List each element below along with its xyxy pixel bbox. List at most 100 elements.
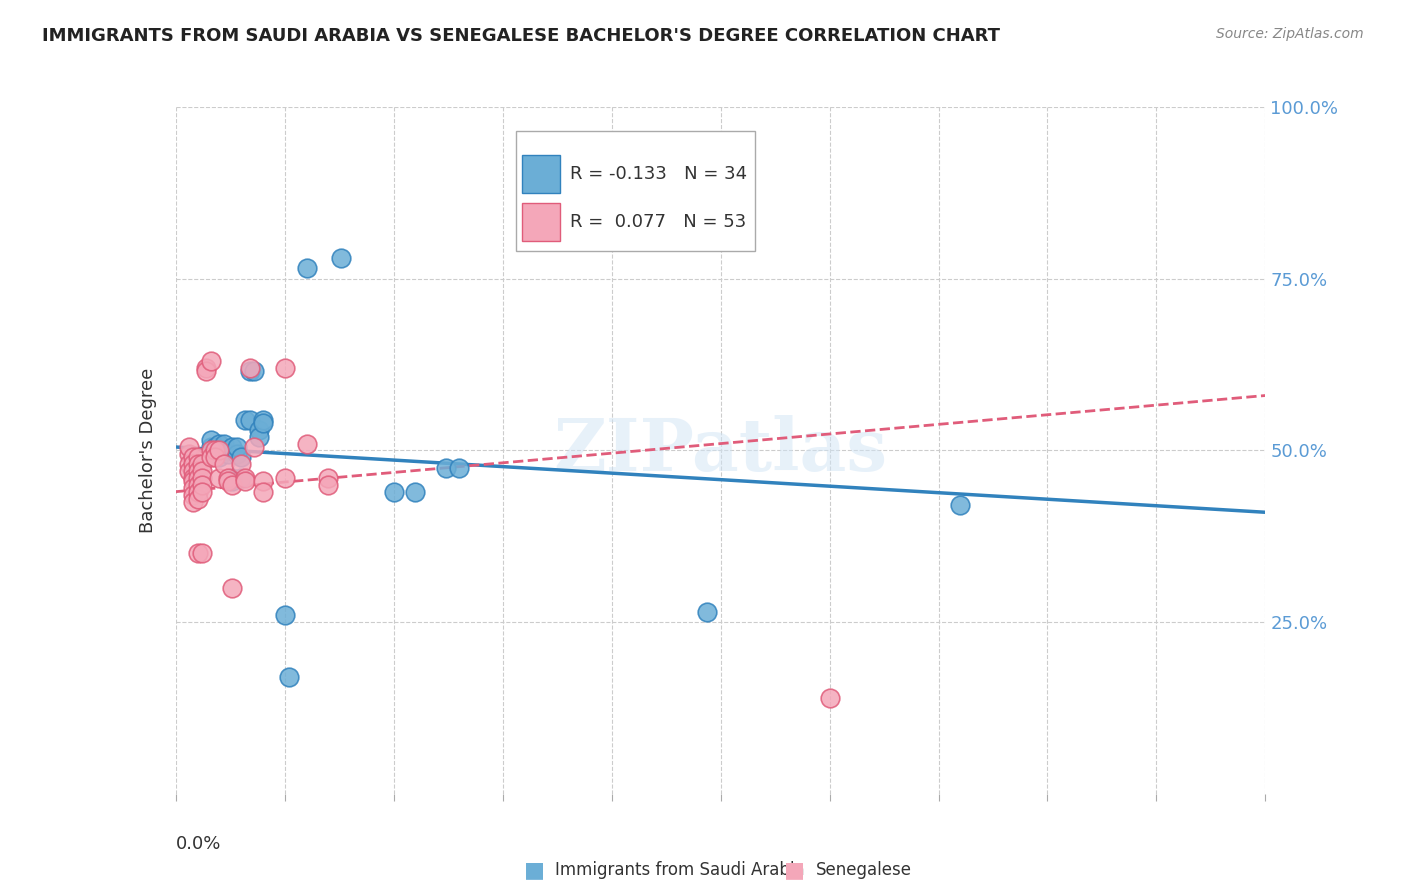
Point	[212, 457, 235, 471]
Point	[221, 475, 243, 489]
Point	[195, 361, 218, 376]
Point	[274, 608, 297, 623]
Point	[252, 484, 274, 499]
FancyBboxPatch shape	[522, 203, 561, 241]
Point	[696, 605, 718, 619]
Point	[186, 478, 209, 492]
Text: R = -0.133   N = 34: R = -0.133 N = 34	[571, 165, 748, 184]
Point	[186, 464, 209, 478]
Point	[231, 450, 253, 465]
Point	[818, 690, 841, 705]
Point	[191, 478, 214, 492]
Point	[243, 364, 266, 378]
Point	[221, 440, 243, 454]
Point	[221, 478, 243, 492]
Point	[208, 443, 231, 458]
Point	[208, 450, 231, 465]
Point	[204, 447, 226, 461]
Point	[186, 491, 209, 506]
Point	[181, 450, 204, 465]
Point	[191, 546, 214, 561]
Point	[204, 443, 226, 458]
Text: ■: ■	[785, 860, 804, 880]
Point	[252, 475, 274, 489]
Point	[274, 361, 297, 376]
Point	[221, 471, 243, 485]
Point	[200, 440, 222, 454]
Point	[330, 251, 353, 265]
Point	[235, 475, 257, 489]
Point	[204, 440, 226, 454]
Point	[181, 464, 204, 478]
Point	[295, 436, 318, 450]
Point	[247, 423, 270, 437]
Point	[231, 457, 253, 471]
Point	[217, 447, 239, 461]
Point	[949, 499, 972, 513]
Text: IMMIGRANTS FROM SAUDI ARABIA VS SENEGALESE BACHELOR'S DEGREE CORRELATION CHART: IMMIGRANTS FROM SAUDI ARABIA VS SENEGALE…	[42, 27, 1000, 45]
Point	[200, 354, 222, 368]
Point	[200, 443, 222, 458]
Point	[405, 484, 427, 499]
Point	[239, 361, 262, 376]
Text: Immigrants from Saudi Arabia: Immigrants from Saudi Arabia	[555, 861, 806, 879]
Point	[274, 471, 297, 485]
Point	[231, 471, 253, 485]
Point	[318, 471, 340, 485]
Point	[225, 447, 247, 461]
Point	[217, 471, 239, 485]
Point	[252, 416, 274, 430]
Point	[239, 412, 262, 426]
Y-axis label: Bachelor's Degree: Bachelor's Degree	[139, 368, 157, 533]
Point	[212, 443, 235, 458]
Point	[247, 430, 270, 444]
Point	[204, 450, 226, 465]
Point	[318, 478, 340, 492]
Point	[177, 464, 200, 478]
FancyBboxPatch shape	[516, 131, 755, 252]
Text: Source: ZipAtlas.com: Source: ZipAtlas.com	[1216, 27, 1364, 41]
Point	[235, 471, 257, 485]
Point	[195, 364, 218, 378]
Point	[208, 436, 231, 450]
Point	[225, 440, 247, 454]
Point	[177, 440, 200, 454]
Text: 0.0%: 0.0%	[176, 835, 221, 853]
Point	[382, 484, 405, 499]
Text: ZIPatlas: ZIPatlas	[554, 415, 887, 486]
Point	[295, 261, 318, 276]
Point	[181, 488, 204, 502]
Point	[191, 464, 214, 478]
Point	[212, 436, 235, 450]
Point	[186, 450, 209, 465]
Point	[186, 484, 209, 499]
Point	[447, 460, 470, 475]
Point	[434, 460, 457, 475]
Point	[181, 481, 204, 495]
Point	[177, 457, 200, 471]
Point	[239, 364, 262, 378]
Point	[200, 450, 222, 465]
Text: ■: ■	[524, 860, 544, 880]
Point	[191, 484, 214, 499]
FancyBboxPatch shape	[522, 155, 561, 193]
Point	[221, 581, 243, 595]
Point	[181, 471, 204, 485]
Point	[177, 447, 200, 461]
Point	[200, 433, 222, 447]
Point	[217, 475, 239, 489]
Point	[208, 471, 231, 485]
Point	[235, 412, 257, 426]
Point	[181, 457, 204, 471]
Point	[181, 475, 204, 489]
Point	[278, 670, 301, 684]
Point	[181, 495, 204, 509]
Point	[191, 471, 214, 485]
Text: R =  0.077   N = 53: R = 0.077 N = 53	[571, 213, 747, 231]
Point	[243, 440, 266, 454]
Point	[186, 546, 209, 561]
Point	[191, 457, 214, 471]
Text: Senegalese: Senegalese	[815, 861, 911, 879]
Point	[186, 457, 209, 471]
Point	[252, 412, 274, 426]
